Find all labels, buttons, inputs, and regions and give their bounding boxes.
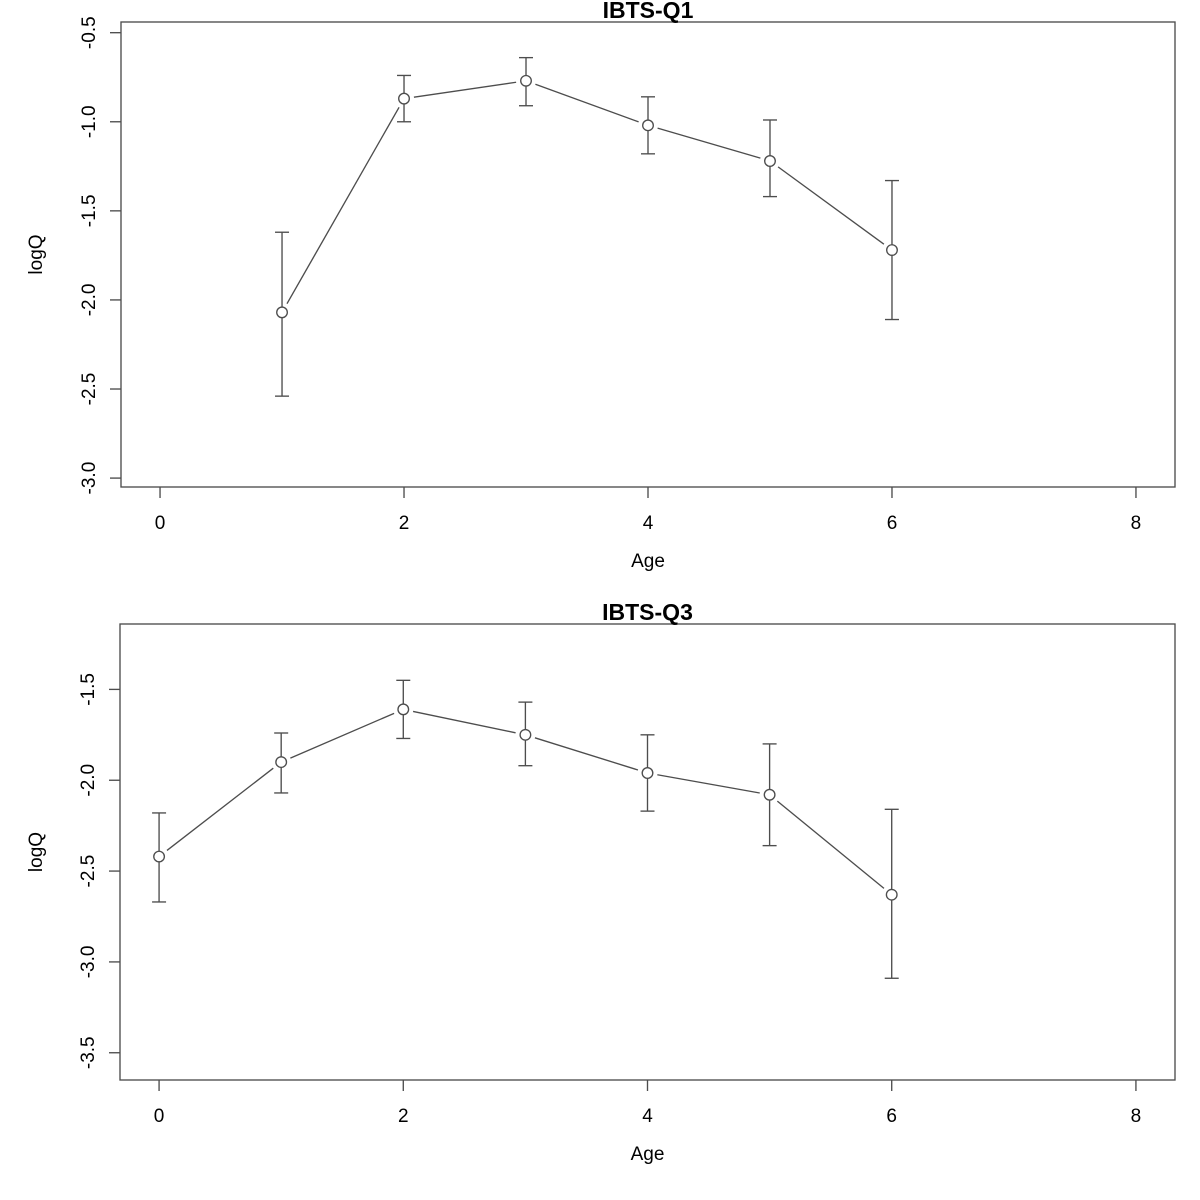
x-axis-label: Age (631, 1144, 665, 1165)
x-tick-label: 2 (399, 513, 410, 534)
data-point (763, 788, 776, 801)
x-tick-label: 6 (887, 513, 898, 534)
x-tick-label: 6 (886, 1106, 897, 1127)
y-axis-label: logQ (26, 234, 47, 274)
series-line-segment (657, 774, 760, 794)
data-point (397, 703, 410, 716)
data-point (885, 888, 898, 901)
series-line-segment (657, 127, 761, 159)
x-tick-label: 2 (398, 1106, 409, 1127)
plot-box (119, 623, 1176, 1081)
series-line-segment (535, 83, 639, 123)
panel-ibts-q3: 0 2 4 6 8 -1.5 -2.0 -2.5 -3.0 -3.5 IBTS-Q3 Age logQ (26, 599, 1176, 1165)
panel-ibts-q1: 0 2 4 6 8 -0.5 -1.0 -1.5 -2.0 -2.5 -3.0 IBTS-Q1 Age l… (26, 0, 1176, 572)
data-point (275, 756, 288, 769)
y-axis-label: logQ (26, 832, 47, 872)
series-line-segment (776, 800, 885, 889)
x-tick-label: 4 (642, 1106, 653, 1127)
data-point (153, 850, 166, 863)
series-line-segment (166, 767, 274, 851)
series-line-segment (413, 81, 517, 98)
y-tick-label: -1.0 (79, 105, 100, 138)
y-tick-label: -1.5 (79, 194, 100, 227)
y-tick-label: -3.5 (78, 1036, 99, 1069)
x-tick-label: 8 (1131, 513, 1142, 534)
y-tick-label: -2.5 (78, 855, 99, 888)
y-tick-label: -3.0 (78, 946, 99, 979)
data-point (764, 154, 776, 167)
plot-box (120, 21, 1176, 488)
y-tick-label: -2.0 (79, 284, 100, 317)
x-tick-label: 0 (155, 513, 166, 534)
x-axis-label: Age (631, 551, 665, 572)
data-point (641, 766, 654, 779)
data-point (398, 92, 410, 105)
y-tick-label: -3.0 (79, 462, 100, 495)
x-tick-label: 4 (643, 513, 654, 534)
series-line-segment (412, 710, 516, 734)
series-line-segment (290, 712, 395, 759)
plot-title: IBTS-Q3 (602, 599, 693, 625)
y-tick-label: -1.5 (78, 673, 99, 706)
series-line-segment (777, 166, 885, 245)
data-point (520, 74, 532, 87)
x-tick-label: 8 (1131, 1106, 1142, 1127)
data-point (276, 306, 289, 319)
x-tick-label: 0 (154, 1106, 165, 1127)
series-line-segment (286, 106, 400, 305)
y-tick-label: -2.0 (78, 764, 99, 797)
y-tick-label: -0.5 (79, 16, 100, 49)
series-line-segment (534, 737, 639, 771)
plot-title: IBTS-Q1 (603, 0, 694, 23)
data-point (886, 244, 898, 257)
data-point (519, 728, 532, 741)
y-tick-label: -2.5 (79, 373, 100, 406)
data-point (642, 119, 654, 132)
